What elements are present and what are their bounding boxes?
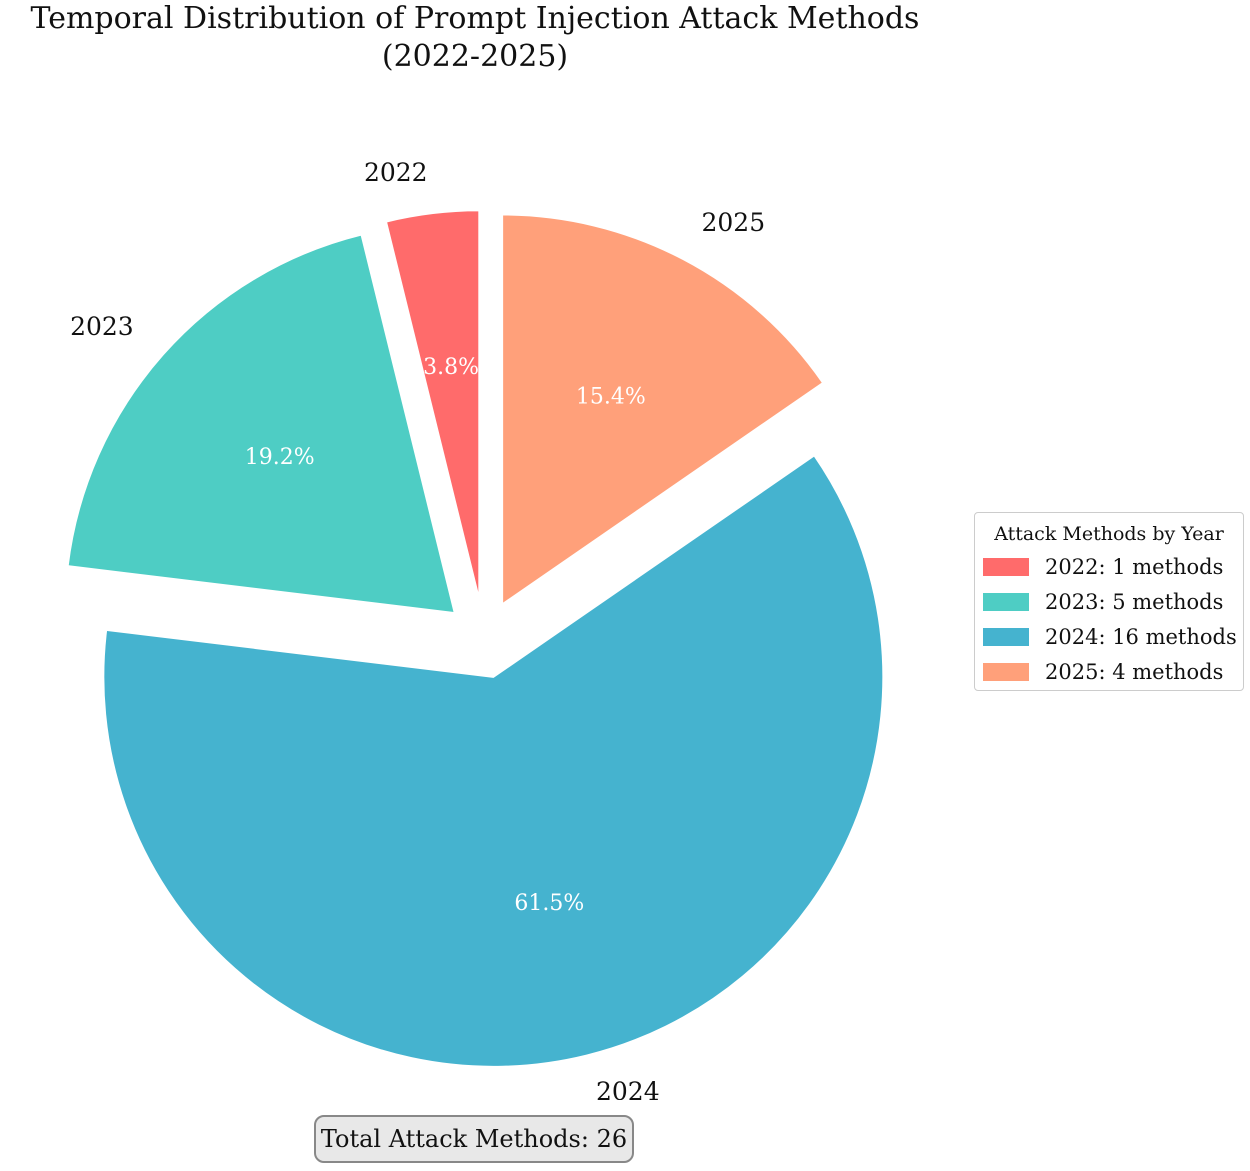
pie-chart: 2022 3.8% 2023 19.2% 2024 61.5% 2025 15.4%: [66, 158, 885, 1100]
legend-swatch-2022: [983, 557, 1029, 576]
slice-percent-2023: 19.2%: [245, 445, 315, 470]
legend-item-2022: 2022: 1 methods: [975, 549, 1243, 584]
legend-text-2024: 2024: 16 methods: [1045, 624, 1237, 649]
legend-swatch-2025: [983, 662, 1029, 681]
legend-item-2024: 2024: 16 methods: [975, 619, 1243, 654]
slice-percent-2022: 3.8%: [423, 355, 479, 380]
legend-swatch-2023: [983, 592, 1029, 611]
legend-text-2022: 2022: 1 methods: [1045, 554, 1224, 579]
legend: Attack Methods by Year 2022: 1 methods 2…: [974, 512, 1244, 691]
legend-item-2023: 2023: 5 methods: [975, 584, 1243, 619]
legend-title: Attack Methods by Year: [994, 523, 1224, 545]
pie-slice-2025: [501, 213, 825, 607]
legend-swatch-2024: [983, 627, 1029, 646]
pie-slice-2023: [66, 233, 457, 615]
chart-title: Temporal Distribution of Prompt Injectio…: [0, 0, 950, 76]
total-annotation: Total Attack Methods: 26: [314, 1115, 634, 1163]
pie-slice-2024: [102, 453, 885, 1068]
legend-item-2025: 2025: 4 methods: [975, 654, 1243, 689]
slice-label-2023: 2023: [70, 312, 134, 341]
slice-label-2024: 2024: [596, 1077, 660, 1100]
chart-title-line2: (2022-2025): [381, 39, 569, 74]
slice-percent-2025: 15.4%: [576, 384, 646, 409]
chart-title-line1: Temporal Distribution of Prompt Injectio…: [30, 1, 920, 36]
slice-percent-2024: 61.5%: [514, 891, 584, 916]
legend-text-2023: 2023: 5 methods: [1045, 589, 1224, 614]
slice-label-2022: 2022: [364, 158, 428, 187]
pie-slice-2022: [384, 209, 481, 601]
legend-text-2025: 2025: 4 methods: [1045, 659, 1224, 684]
slice-label-2025: 2025: [701, 208, 765, 237]
